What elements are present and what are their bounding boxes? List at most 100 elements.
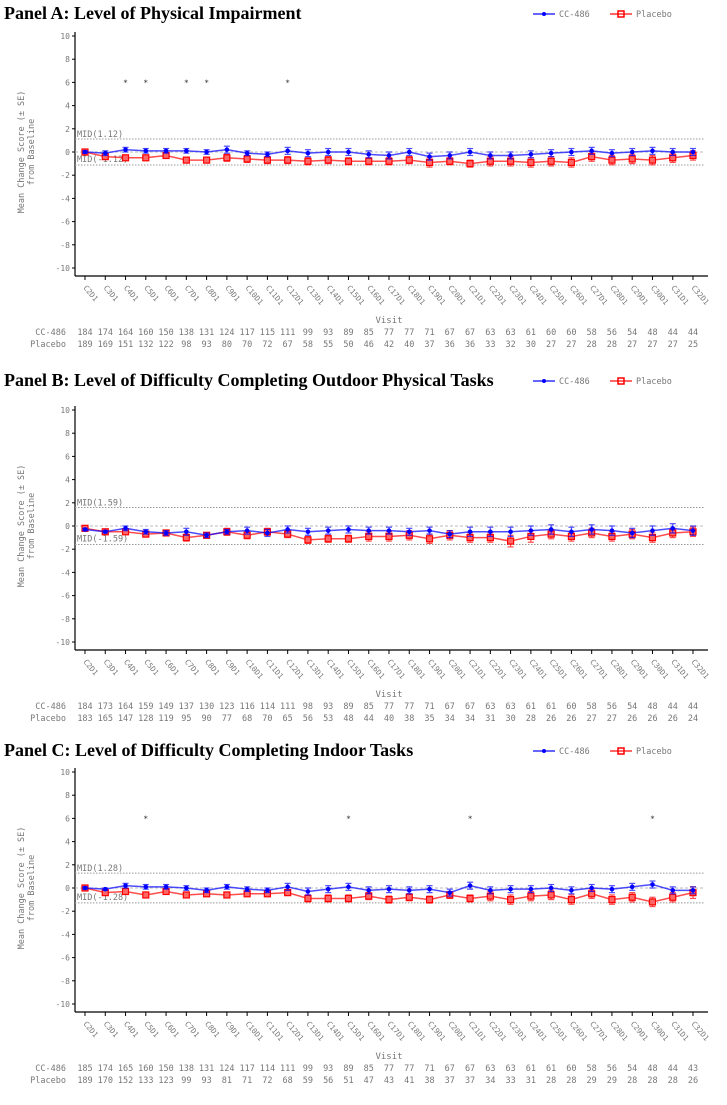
significance-marker: *: [184, 78, 188, 87]
count-cell: 56: [303, 714, 313, 724]
mid-upper-label: MID(1.59): [77, 499, 123, 509]
legend-marker-1: [617, 377, 625, 385]
x-tick-label: C12D1: [284, 1020, 305, 1043]
data-point: [670, 888, 676, 893]
data-point: [569, 529, 574, 535]
data-point: [567, 895, 576, 904]
count-cell: 95: [181, 714, 191, 724]
count-cell: 184: [77, 702, 92, 712]
y-tick-label: 2: [65, 499, 70, 508]
data-point: [406, 529, 412, 535]
x-tick-label: C5D1: [142, 1020, 161, 1040]
count-cell: 61: [526, 1064, 536, 1074]
count-row-label: CC-486: [35, 1064, 66, 1074]
legend-label-1: Placebo: [636, 10, 672, 20]
legend-marker-0: [542, 12, 546, 16]
data-point: [548, 150, 554, 156]
data-point: [204, 149, 209, 155]
count-cell: 189: [77, 340, 92, 350]
count-cell: 63: [485, 1064, 495, 1074]
significance-marker: *: [650, 814, 654, 823]
data-point: [589, 885, 594, 891]
y-tick-label: -10: [56, 1000, 71, 1009]
y-tick-label: 0: [65, 522, 70, 531]
data-point: [244, 886, 250, 892]
count-cell: 183: [77, 714, 92, 724]
data-point: [488, 153, 493, 158]
data-point: [425, 895, 434, 904]
count-cell: 58: [587, 1064, 597, 1074]
data-point: [325, 149, 331, 155]
count-cell: 89: [343, 1064, 353, 1074]
x-tick-label: C15D1: [345, 284, 366, 307]
count-cell: 77: [384, 328, 394, 338]
count-cell: 85: [364, 1064, 374, 1074]
x-tick-label: C14D1: [325, 658, 346, 681]
count-cell: 149: [158, 702, 173, 712]
data-point: [386, 886, 392, 892]
count-cell: 33: [485, 340, 495, 350]
x-tick-label: C22D1: [487, 284, 508, 307]
count-cell: 48: [647, 702, 657, 712]
count-cell: 70: [242, 340, 252, 350]
significance-marker: *: [144, 78, 148, 87]
data-point: [405, 893, 413, 901]
data-point: [507, 895, 515, 904]
y-tick-label: 4: [65, 476, 70, 485]
count-cell: 67: [445, 702, 455, 712]
panel-c: Panel C: Level of Difficulty Completing …: [4, 740, 711, 1086]
count-cell: 90: [201, 714, 211, 724]
count-cell: 85: [364, 702, 374, 712]
count-cell: 77: [384, 1064, 394, 1074]
data-point: [223, 891, 231, 899]
count-cell: 124: [219, 1064, 234, 1074]
x-axis-label: Visit: [375, 1052, 402, 1062]
y-tick-label: -10: [56, 264, 71, 273]
data-point: [528, 152, 534, 157]
count-cell: 56: [323, 1076, 333, 1086]
count-cell: 93: [323, 1064, 333, 1074]
data-point: [589, 148, 594, 154]
data-point: [244, 528, 250, 533]
count-cell: 34: [445, 714, 455, 724]
x-tick-label: C19D1: [426, 1020, 447, 1043]
count-cell: 99: [303, 1064, 313, 1074]
y-tick-label: 2: [65, 125, 70, 134]
x-tick-label: C3D1: [102, 658, 121, 678]
data-point: [184, 148, 189, 154]
count-cell: 77: [404, 702, 414, 712]
count-cell: 31: [485, 714, 495, 724]
data-point: [243, 155, 251, 163]
x-tick-label: C18D1: [406, 1020, 427, 1043]
count-cell: 48: [647, 1064, 657, 1074]
count-row-label: CC-486: [35, 702, 66, 712]
count-cell: 26: [688, 1076, 698, 1086]
x-tick-label: C5D1: [142, 658, 161, 678]
count-cell: 28: [627, 1076, 637, 1086]
count-cell: 44: [688, 702, 698, 712]
count-cell: 93: [201, 1076, 211, 1086]
y-tick-label: -10: [56, 638, 71, 647]
panel-title: Panel A: Level of Physical Impairment: [4, 3, 301, 23]
x-tick-label: C26D1: [568, 658, 589, 681]
count-cell: 77: [404, 1064, 414, 1074]
x-tick-label: C24D1: [527, 658, 548, 681]
x-tick-label: C29D1: [629, 1020, 650, 1043]
x-tick-label: C10D1: [244, 284, 265, 307]
y-tick-label: 6: [65, 452, 70, 461]
x-tick-label: C5D1: [142, 284, 161, 304]
count-cell: 61: [546, 1064, 556, 1074]
x-axis-label: Visit: [375, 690, 402, 700]
data-point: [447, 153, 453, 158]
y-tick-label: -6: [60, 954, 70, 963]
data-point: [589, 527, 594, 532]
mid-upper-label: MID(1.12): [77, 130, 123, 140]
data-point: [648, 156, 657, 164]
x-tick-label: C22D1: [487, 1020, 508, 1043]
data-point: [304, 536, 312, 544]
count-cell: 165: [118, 1064, 133, 1074]
x-tick-label: C14D1: [325, 1020, 346, 1043]
count-cell: 51: [343, 1076, 353, 1086]
data-point: [224, 147, 230, 152]
x-tick-label: C3D1: [102, 284, 121, 304]
